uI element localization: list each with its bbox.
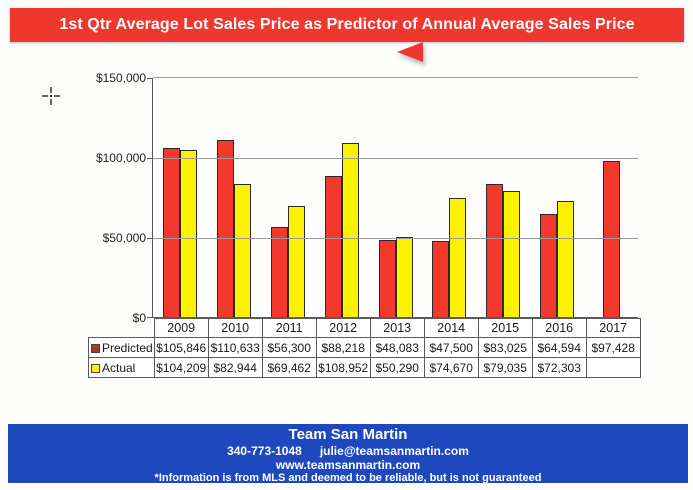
- bar-actual-2013: [395, 237, 413, 317]
- actual-value-cell: $79,035: [477, 357, 533, 378]
- predicted-value-cell: $56,300: [261, 337, 317, 358]
- bar-actual-2009: [179, 150, 197, 317]
- legend-actual: Actual: [88, 357, 155, 378]
- bar-predicted-2012: [324, 176, 342, 317]
- predicted-row: Predicted $105,846 $110,633 $56,300 $88,218 $…: [88, 337, 641, 358]
- predicted-value-cell: $110,633: [207, 337, 263, 358]
- year-cell: 2016: [531, 318, 587, 338]
- bar-predicted-2011: [270, 227, 288, 317]
- y-axis-tick-label: $0: [132, 311, 146, 325]
- year-cell: 2014: [423, 318, 479, 338]
- gridline: [153, 77, 638, 78]
- actual-value-cell: $108,952: [315, 357, 371, 378]
- bar-actual-2016: [557, 201, 575, 317]
- crosshair-cursor-icon: [42, 87, 60, 105]
- year-cell: 2012: [315, 318, 371, 338]
- actual-value-cell: $74,670: [423, 357, 479, 378]
- actual-value-cell: $69,462: [261, 357, 317, 378]
- year-header-row: 2009 2010 2011 2012 2013 2014 2015 2016 2017: [89, 318, 641, 338]
- bar-actual-2010: [233, 184, 251, 317]
- team-name: Team San Martin: [288, 426, 408, 443]
- table-corner-spacer: [89, 319, 155, 338]
- axis-tick: [147, 158, 153, 159]
- disclaimer-text: *Information is from MLS and deemed to b…: [154, 472, 542, 484]
- predicted-value-cell: $83,025: [477, 337, 533, 358]
- email-address: julie@teamsanmartin.com: [319, 444, 469, 458]
- bar-group-2015: [476, 78, 530, 317]
- website-url: www.teamsanmartin.com: [275, 458, 421, 472]
- bar-group-2011: [261, 78, 315, 317]
- legend-predicted-swatch-icon: [91, 343, 100, 353]
- year-cell: 2009: [153, 318, 209, 338]
- legend-actual-swatch-icon: [91, 363, 100, 373]
- actual-value-cell: $82,944: [207, 357, 263, 378]
- predicted-value-cell: $105,846: [153, 337, 209, 358]
- title-banner: 1st Qtr Average Lot Sales Price as Predi…: [10, 8, 684, 42]
- actual-value-cell: $50,290: [369, 357, 425, 378]
- gridline: [153, 238, 638, 239]
- bar-group-2016: [530, 78, 584, 317]
- phone-number: 340-773-1048: [227, 444, 302, 458]
- bar-predicted-2015: [486, 184, 504, 317]
- y-axis-tick-label: $150,000: [95, 71, 146, 85]
- data-table: 2009 2010 2011 2012 2013 2014 2015 2016 2017 Pred…: [88, 318, 641, 378]
- page-title: 1st Qtr Average Lot Sales Price as Predi…: [59, 16, 635, 33]
- year-cell: 2015: [477, 318, 533, 338]
- bar-group-2009: [153, 78, 207, 317]
- bar-group-2012: [315, 78, 369, 317]
- y-axis-tick-label: $50,000: [102, 231, 146, 245]
- bar-predicted-2017: [602, 161, 620, 317]
- actual-value-cell: $104,209: [153, 357, 209, 378]
- bar-predicted-2013: [378, 240, 396, 317]
- axis-tick: [147, 78, 153, 79]
- bar-group-2010: [207, 78, 261, 317]
- axis-tick: [147, 238, 153, 239]
- predicted-value-cell: $47,500: [423, 337, 479, 358]
- gridline: [153, 158, 638, 159]
- bar-group-2017: [584, 78, 638, 317]
- year-cell: 2011: [261, 318, 317, 338]
- year-cell: 2013: [369, 318, 425, 338]
- bar-groups: [153, 78, 638, 317]
- bar-group-2014: [422, 78, 476, 317]
- bar-actual-2011: [287, 206, 305, 317]
- predicted-value-cell: $48,083: [369, 337, 425, 358]
- legend-predicted: Predicted: [88, 337, 155, 358]
- bar-predicted-2014: [432, 241, 450, 317]
- bar-predicted-2010: [216, 140, 234, 317]
- contact-line: 340-773-1048 julie@teamsanmartin.com: [8, 444, 688, 458]
- axis-tick: [147, 317, 153, 318]
- predicted-value-cell: $97,428: [585, 337, 641, 358]
- actual-row: Actual $104,209 $82,944 $69,462 $108,952 $50,…: [88, 357, 641, 378]
- bar-actual-2012: [341, 143, 359, 317]
- bar-actual-2015: [503, 191, 521, 317]
- bar-actual-2014: [449, 198, 467, 317]
- y-axis-tick-label: $100,000: [95, 151, 146, 165]
- actual-value-cell: [585, 357, 641, 378]
- year-cell: 2010: [207, 318, 263, 338]
- callout-arrow-icon: [397, 42, 423, 62]
- actual-value-cell: $72,303: [531, 357, 587, 378]
- predicted-value-cell: $64,594: [531, 337, 587, 358]
- bar-group-2013: [369, 78, 423, 317]
- bar-predicted-2009: [162, 148, 180, 317]
- year-cell: 2017: [585, 318, 641, 338]
- bar-predicted-2016: [540, 214, 558, 317]
- plot-area: [147, 77, 638, 318]
- predicted-value-cell: $88,218: [315, 337, 371, 358]
- footer-banner: Team San Martin 340-773-1048 julie@teamsa…: [8, 424, 688, 484]
